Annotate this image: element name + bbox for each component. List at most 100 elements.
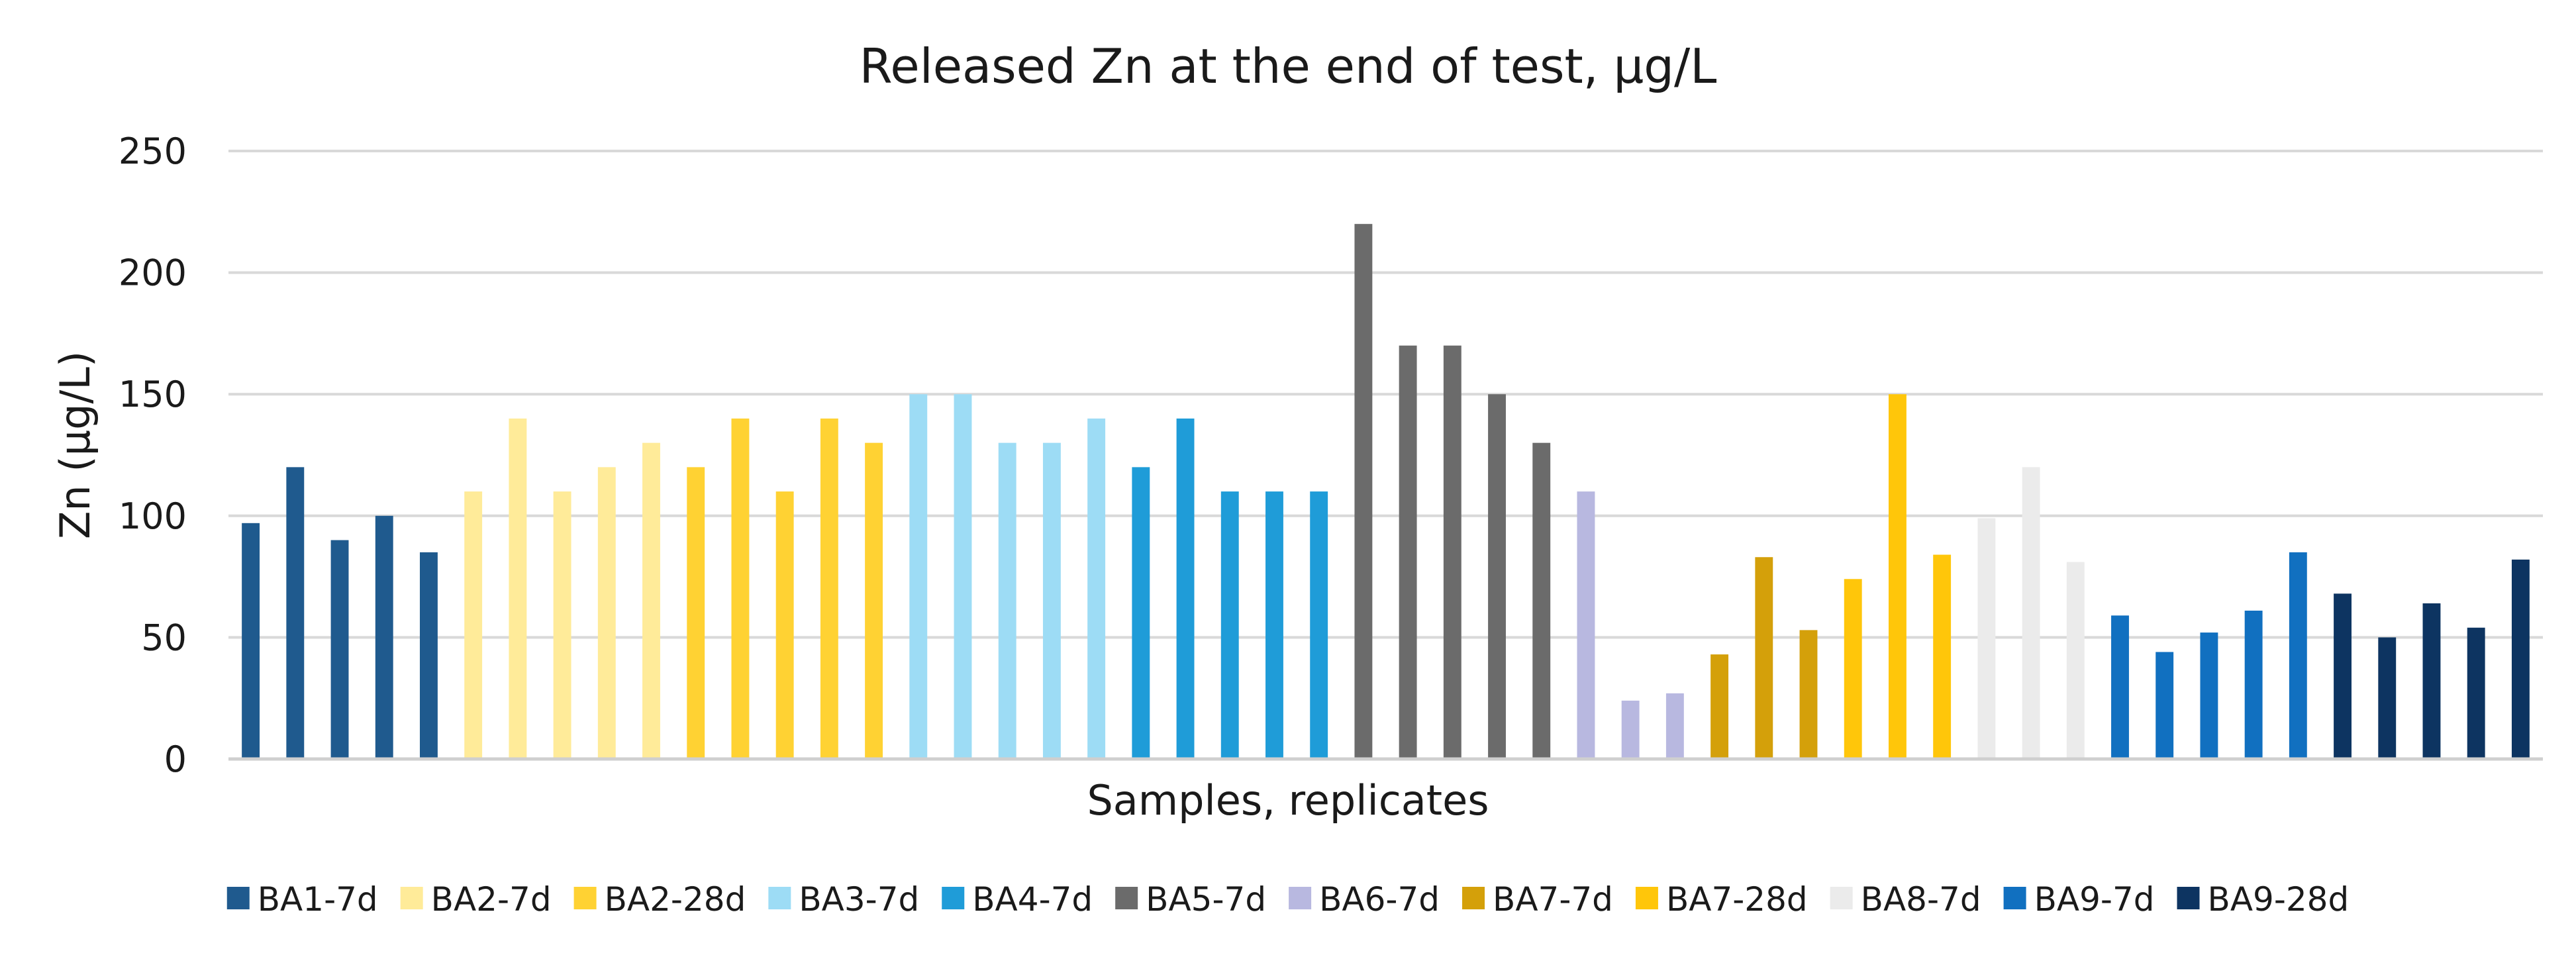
bar-ba2-7d-2 [509,418,527,759]
bar-ba9-7d-5 [2289,552,2307,759]
bar-ba7-7d-1 [1710,654,1729,759]
bar-ba2-28d-1 [687,467,705,759]
bar-ba2-7d-5 [642,442,660,759]
bar-ba6-7d-2 [1621,700,1640,759]
legend-swatch [1635,887,1658,909]
bar-ba9-7d-2 [2155,652,2174,759]
legend-item-ba1-7d: BA1-7d [226,880,378,919]
chart-title: Released Zn at the end of test, µg/L [860,38,1717,94]
bar-ba7-28d-3 [1933,554,1952,759]
legend-label: BA2-7d [431,880,552,919]
legend-item-ba4-7d: BA4-7d [942,880,1093,919]
legend-item-ba2-28d: BA2-28d [573,880,746,919]
legend-swatch [400,887,423,909]
legend-label: BA1-7d [258,880,378,919]
bar-ba5-7d-5 [1532,442,1551,759]
legend-swatch [2003,887,2026,909]
bar-ba7-28d-1 [1844,579,1862,759]
bar-ba6-7d-3 [1665,693,1684,759]
legend-label: BA7-28d [1666,880,1808,919]
x-axis-label: Samples, replicates [1087,776,1489,825]
bar-ba2-7d-4 [597,467,616,759]
bar-ba9-28d-4 [2467,627,2485,759]
legend-item-ba6-7d: BA6-7d [1289,880,1440,919]
y-tick-label: 200 [119,252,187,294]
bar-ba1-7d-4 [375,515,393,759]
bar-ba2-28d-2 [731,418,750,759]
bar-ba9-7d-3 [2200,632,2218,759]
bar-ba7-7d-2 [1755,557,1773,759]
bar-ba9-7d-4 [2244,611,2263,759]
gridlines [228,150,2543,639]
bar-ba4-7d-5 [1310,491,1328,759]
legend-label: BA5-7d [1146,880,1266,919]
bar-ba4-7d-4 [1265,491,1283,759]
bar-ba3-7d-5 [1087,418,1106,759]
legend-swatch [1830,887,1853,909]
legend-item-ba7-28d: BA7-28d [1635,880,1808,919]
bars [242,224,2530,759]
y-tick-label: 0 [164,738,187,780]
legend-swatch [573,887,597,909]
bar-ba6-7d-1 [1577,491,1595,759]
bar-ba8-7d-1 [1977,518,1996,759]
legend-item-ba3-7d: BA3-7d [768,880,919,919]
legend-item-ba2-7d: BA2-7d [400,880,552,919]
bar-ba9-28d-1 [2334,593,2352,759]
legend-swatch [226,887,250,909]
bar-ba3-7d-4 [1042,442,1061,759]
bar-ba4-7d-3 [1220,491,1239,759]
bar-ba5-7d-3 [1443,345,1461,759]
legend-item-ba9-7d: BA9-7d [2003,880,2155,919]
y-tick-label: 100 [119,495,187,537]
bar-ba3-7d-2 [954,394,972,759]
bar-ba2-7d-1 [464,491,483,759]
legend-item-ba7-7d: BA7-7d [1462,880,1613,919]
y-tick-label: 50 [141,617,187,658]
legend-swatch [1115,887,1138,909]
legend-label: BA9-7d [2034,880,2155,919]
bar-ba4-7d-1 [1132,467,1150,759]
legend-label: BA8-7d [1861,880,1981,919]
bar-ba9-28d-5 [2511,559,2530,759]
legend-swatch [768,887,791,909]
legend-label: BA6-7d [1319,880,1440,919]
bar-ba2-7d-3 [553,491,571,759]
legend-label: BA7-7d [1493,880,1613,919]
bar-ba3-7d-3 [998,442,1016,759]
bar-ba7-7d-3 [1799,630,1818,759]
bar-ba5-7d-2 [1399,345,1417,759]
bar-ba3-7d-1 [909,394,928,759]
bar-ba5-7d-4 [1488,394,1506,759]
y-axis-label: Zn (µg/L) [51,351,99,539]
bar-ba9-7d-1 [2111,615,2129,759]
bar-ba1-7d-1 [242,523,260,759]
legend-swatch [1462,887,1485,909]
legend-swatch [1289,887,1312,909]
bar-ba4-7d-2 [1176,418,1195,759]
y-tick-label: 250 [119,130,187,172]
bar-ba1-7d-5 [420,552,438,759]
bar-ba5-7d-1 [1354,224,1373,759]
legend-label: BA2-28d [605,880,746,919]
bar-ba8-7d-3 [2066,562,2085,759]
y-axis-ticks: 0 50 100 150 200 250 [119,130,187,780]
legend-label: BA4-7d [972,880,1093,919]
legend-item-ba5-7d: BA5-7d [1115,880,1266,919]
legend-label: BA3-7d [799,880,919,919]
y-tick-label: 150 [119,374,187,415]
bar-ba9-28d-3 [2422,603,2441,759]
legend-item-ba9-28d: BA9-28d [2177,880,2350,919]
legend-item-ba8-7d: BA8-7d [1830,880,1981,919]
bar-ba2-28d-4 [820,418,838,759]
bar-ba7-28d-2 [1888,394,1907,759]
legend-swatch [942,887,965,909]
legend-label: BA9-28d [2208,880,2350,919]
bar-ba2-28d-5 [865,442,883,759]
bar-ba1-7d-3 [330,540,349,759]
bar-ba1-7d-2 [286,467,305,759]
bar-ba8-7d-2 [2022,467,2040,759]
legend-swatch [2177,887,2200,909]
bar-ba9-28d-2 [2378,637,2397,759]
